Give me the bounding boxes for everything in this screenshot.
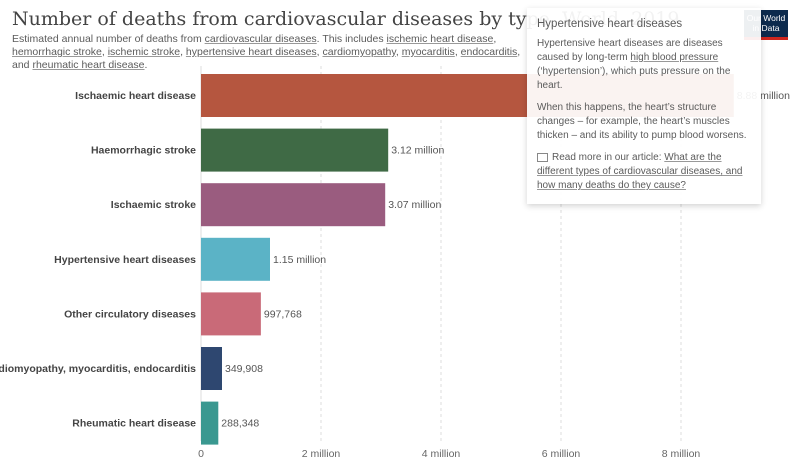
value-label: 1.15 million — [273, 254, 326, 266]
category-label: Haemorrhagic stroke — [91, 145, 196, 157]
subtitle-link[interactable]: cardiomyopathy — [322, 46, 396, 58]
tooltip-title: Hypertensive heart diseases — [537, 18, 683, 30]
category-labels: Ischaemic heart disease Haemorrhagic stro… — [0, 90, 196, 430]
tooltip-article-link[interactable]: What are the different types of cardiova… — [537, 152, 743, 191]
tooltip-paragraph: When this happens, the heart’s structure… — [537, 102, 747, 141]
category-label: Hypertensive heart diseases — [54, 254, 196, 266]
subtitle-text: . — [144, 59, 148, 71]
tooltip-link-blood-pressure[interactable]: high blood pressure — [630, 52, 719, 63]
bar[interactable] — [201, 237, 270, 281]
subtitle-text: Estimated annual number of deaths from — [12, 33, 205, 45]
logo-line: Our World — [746, 13, 786, 23]
tooltip-paragraph: Read more in our article: What are the d… — [537, 151, 751, 193]
category-label: Cardiomyopathy, myocarditis, endocarditi… — [0, 363, 196, 375]
subtitle-link[interactable]: myocarditis — [401, 46, 455, 58]
subtitle-link-cvd[interactable]: cardiovascular diseases — [204, 33, 317, 45]
value-label: 3.12 million — [391, 145, 444, 157]
chart-subtitle: Estimated annual number of deaths from c… — [12, 33, 521, 71]
subtitle-link-rhd[interactable]: rheumatic heart disease — [32, 59, 145, 71]
subtitle-link[interactable]: ischemic stroke — [107, 46, 181, 58]
bars — [201, 74, 734, 445]
value-label: 288,348 — [221, 418, 259, 430]
book-icon — [537, 152, 548, 162]
subtitle-link[interactable]: hemorrhagic stroke — [12, 46, 102, 58]
tooltip-text: Hypertensive heart diseases are diseases… — [537, 38, 723, 63]
value-label: 3.07 million — [388, 199, 441, 211]
x-tick-label: 4 million — [422, 448, 461, 460]
bar[interactable] — [201, 292, 261, 336]
category-label: Ischaemic heart disease — [75, 90, 196, 102]
x-tick-labels: 0 2 million 4 million 6 million 8 million — [198, 448, 700, 460]
chart-title: Number of deaths from cardiovascular dis… — [12, 8, 680, 30]
bar[interactable] — [201, 128, 389, 172]
subtitle-text: and — [12, 59, 30, 71]
subtitle-text: . This includes — [316, 33, 387, 45]
subtitle-link[interactable]: hypertensive heart diseases — [185, 46, 317, 58]
tooltip: Hypertensive heart diseases Hypertensive… — [527, 8, 761, 204]
x-tick-label: 0 — [198, 448, 204, 460]
subtitle-link[interactable]: ischemic heart disease — [386, 33, 494, 45]
value-label: 349,908 — [225, 363, 263, 375]
x-tick-label: 6 million — [542, 448, 581, 460]
bar[interactable] — [201, 347, 222, 390]
x-tick-label: 2 million — [302, 448, 341, 460]
bar[interactable] — [201, 183, 386, 227]
tooltip-text: Read more in our article: — [552, 152, 665, 163]
category-label: Rheumatic heart disease — [72, 418, 196, 430]
bar[interactable] — [201, 401, 219, 445]
x-tick-label: 8 million — [662, 448, 701, 460]
logo-line: in Data — [752, 23, 780, 33]
category-label: Ischaemic stroke — [111, 199, 196, 211]
tooltip-text: (‘hypertension’), which puts pressure on… — [537, 66, 731, 91]
tooltip-paragraph: Hypertensive heart diseases are diseases… — [537, 37, 751, 93]
value-label: 997,768 — [264, 308, 302, 320]
category-label: Other circulatory diseases — [64, 308, 196, 320]
subtitle-link[interactable]: endocarditis — [460, 46, 518, 58]
